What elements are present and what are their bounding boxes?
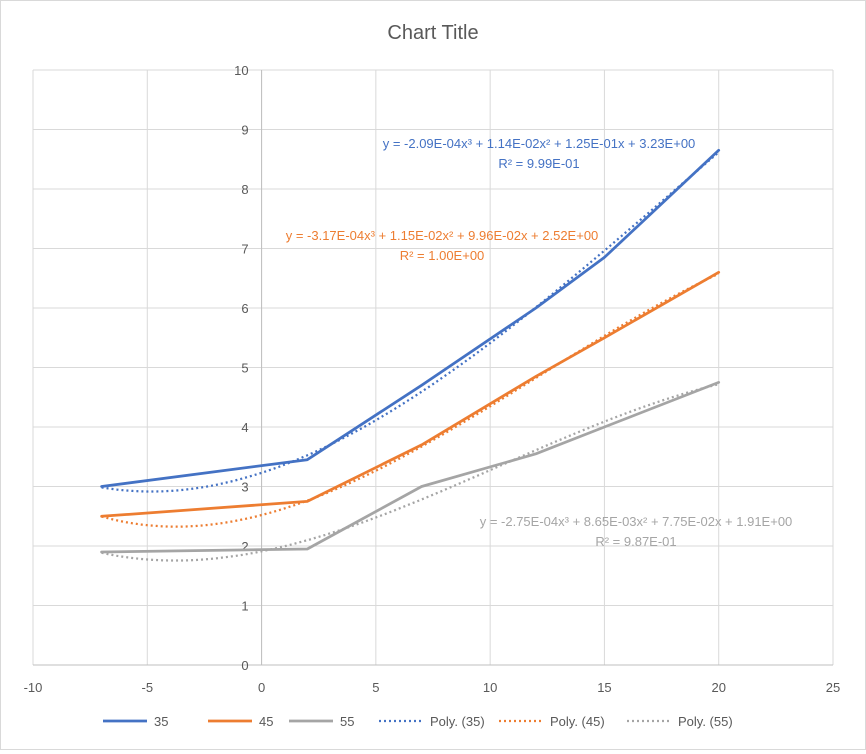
legend-label: Poly. (35) — [430, 714, 485, 729]
legend: 35 45 55 Poly. (35) Poly. (45) Poly. (55) — [103, 714, 733, 729]
trendline-equation: y = -2.09E-04x³ + 1.14E-02x² + 1.25E-01x… — [383, 136, 696, 151]
x-tick-label: 5 — [372, 680, 379, 695]
trendline-r-squared: R² = 9.99E-01 — [498, 156, 579, 171]
trendline-poly-55 — [101, 383, 719, 562]
series-line-55 — [100, 381, 721, 554]
data-series — [100, 148, 721, 554]
y-tick-label: 6 — [241, 301, 248, 316]
legend-label: Poly. (45) — [550, 714, 605, 729]
legend-label: 55 — [340, 714, 354, 729]
y-tick-label: 3 — [241, 480, 248, 495]
x-tick-label: -5 — [142, 680, 154, 695]
trendline-r-squared: R² = 9.87E-01 — [595, 534, 676, 549]
y-tick-label: 9 — [241, 123, 248, 138]
legend-label: 35 — [154, 714, 168, 729]
x-tick-label: 10 — [483, 680, 497, 695]
legend-label: 45 — [259, 714, 273, 729]
x-tick-label: 0 — [258, 680, 265, 695]
axes — [33, 70, 833, 666]
trendline-equation: y = -2.75E-04x³ + 8.65E-03x² + 7.75E-02x… — [480, 514, 793, 529]
y-tick-label: 7 — [241, 242, 248, 257]
y-tick-label: 0 — [241, 658, 248, 673]
trendlines — [101, 151, 720, 562]
legend-label: Poly. (55) — [678, 714, 733, 729]
series-line-35 — [100, 148, 721, 488]
series-line-45 — [100, 270, 721, 518]
trendline-r-squared: R² = 1.00E+00 — [400, 248, 485, 263]
tick-labels: 0 1 2 3 4 5 6 7 8 9 10 -10 -5 0 5 10 15 20 25 — [24, 63, 841, 695]
chart-title: Chart Title — [387, 22, 478, 44]
x-tick-label: -10 — [24, 680, 43, 695]
y-tick-label: 8 — [241, 182, 248, 197]
x-tick-label: 20 — [711, 680, 725, 695]
y-tick-label: 4 — [241, 420, 248, 435]
y-tick-label: 2 — [241, 539, 248, 554]
trendline-equation: y = -3.17E-04x³ + 1.15E-02x² + 9.96E-02x… — [286, 228, 599, 243]
y-tick-label: 5 — [241, 361, 248, 376]
x-tick-label: 25 — [826, 680, 840, 695]
trendline-equations: y = -2.09E-04x³ + 1.14E-02x² + 1.25E-01x… — [286, 136, 793, 549]
gridlines — [32, 69, 834, 666]
trendline-poly-45 — [101, 272, 720, 528]
x-tick-label: 15 — [597, 680, 611, 695]
y-tick-label: 10 — [234, 63, 248, 78]
y-tick-label: 1 — [241, 599, 248, 614]
